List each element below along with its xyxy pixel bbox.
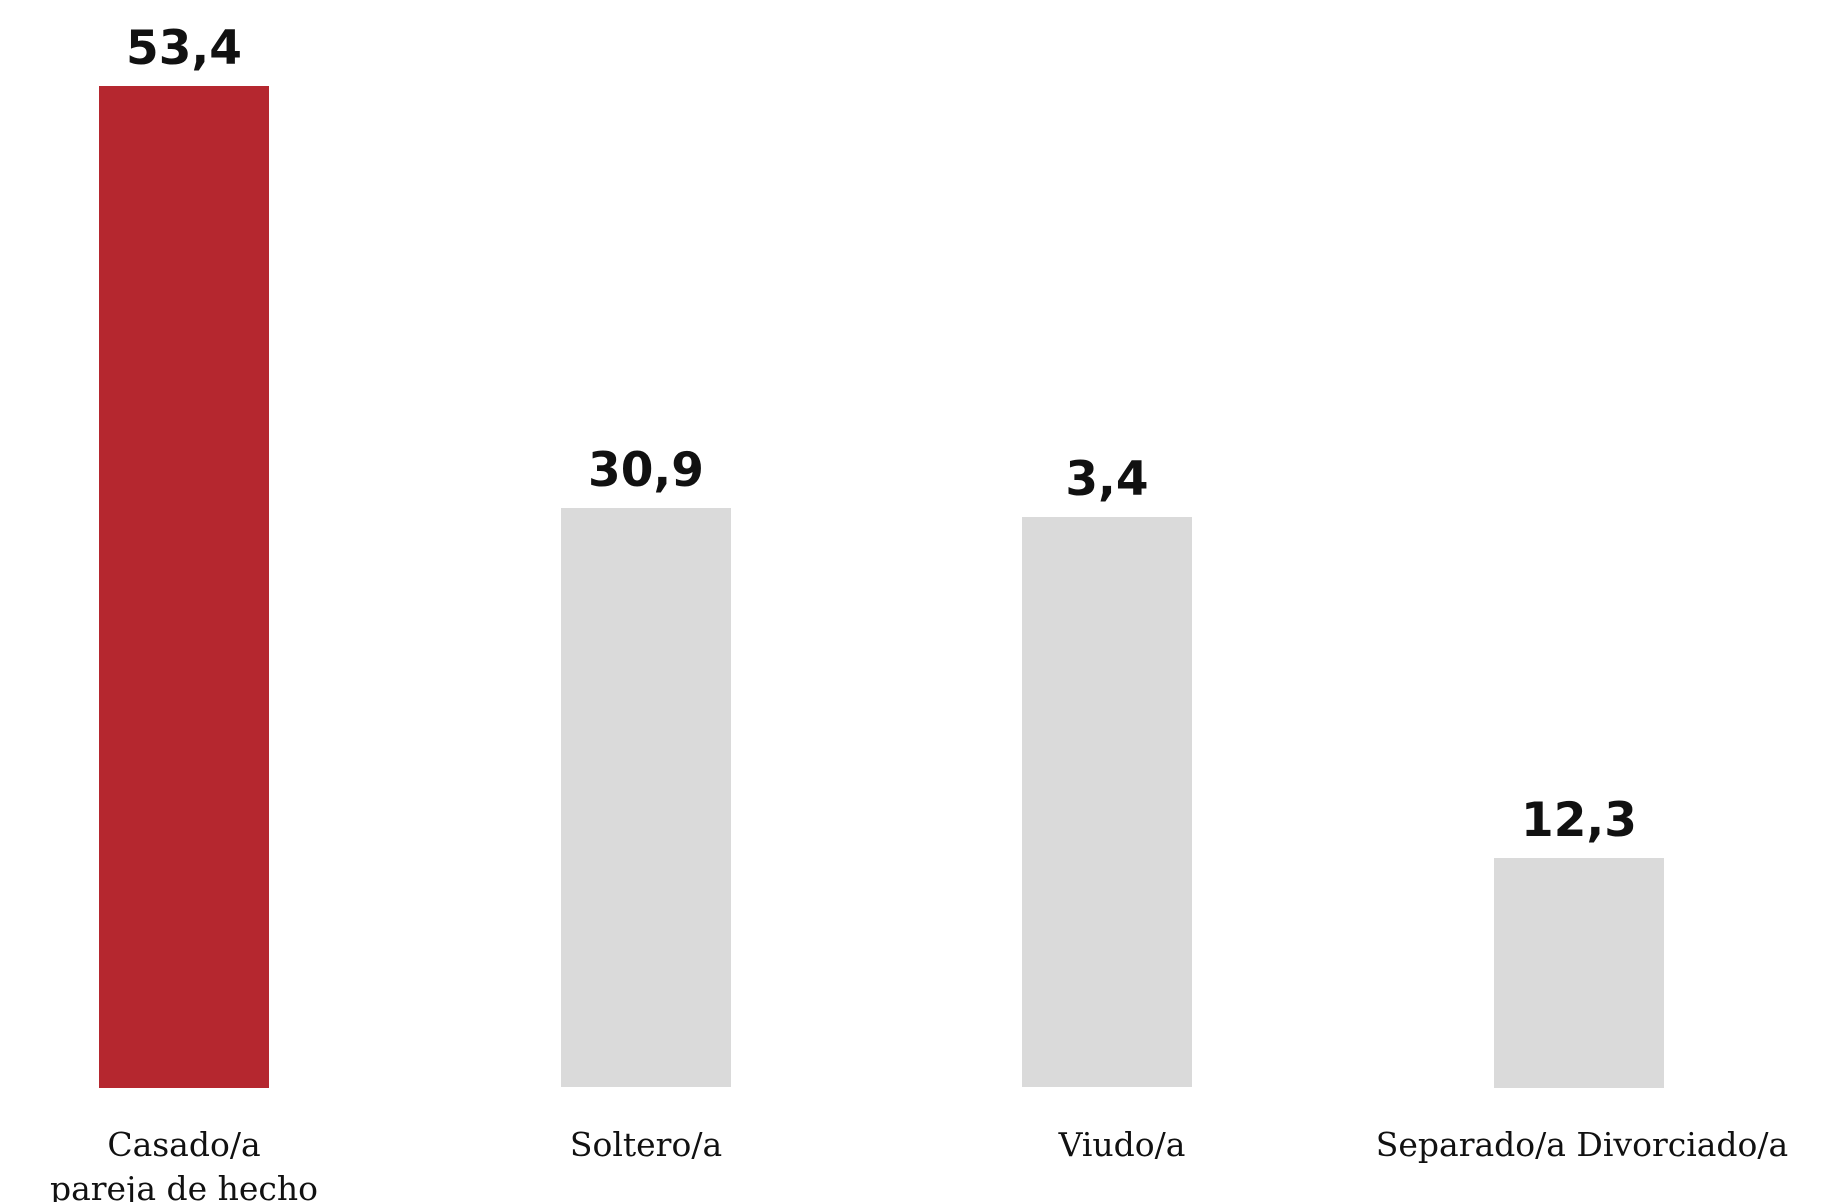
value-label-3: 3,4	[1065, 452, 1148, 507]
category-label-4-line-1: Separado/a Divorciado/a	[1376, 1125, 1788, 1164]
category-label-1-line-1: Casado/a	[107, 1125, 260, 1164]
value-label-2: 30,9	[588, 443, 704, 498]
category-label-2: Soltero/a	[570, 1125, 722, 1164]
category-labels-group: Casado/a pareja de hecho Soltero/a Viudo/a S…	[50, 1125, 1788, 1202]
value-labels-group: 53,4 30,9 3,4 12,3	[126, 21, 1637, 848]
bars-group	[99, 86, 1664, 1088]
bar-3	[1022, 517, 1192, 1087]
category-label-4: Separado/a Divorciado/a	[1376, 1125, 1788, 1164]
value-label-4: 12,3	[1521, 793, 1637, 848]
bar-2	[561, 508, 731, 1087]
category-label-1-line-2: pareja de hecho	[50, 1169, 318, 1202]
value-label-1: 53,4	[126, 21, 242, 76]
category-label-2-line-1: Soltero/a	[570, 1125, 722, 1164]
bar-1	[99, 86, 269, 1088]
category-label-3: Viudo/a	[1058, 1125, 1186, 1164]
category-label-1: Casado/a pareja de hecho	[50, 1125, 318, 1202]
bar-4	[1494, 858, 1664, 1088]
category-label-3-line-1: Viudo/a	[1058, 1125, 1186, 1164]
